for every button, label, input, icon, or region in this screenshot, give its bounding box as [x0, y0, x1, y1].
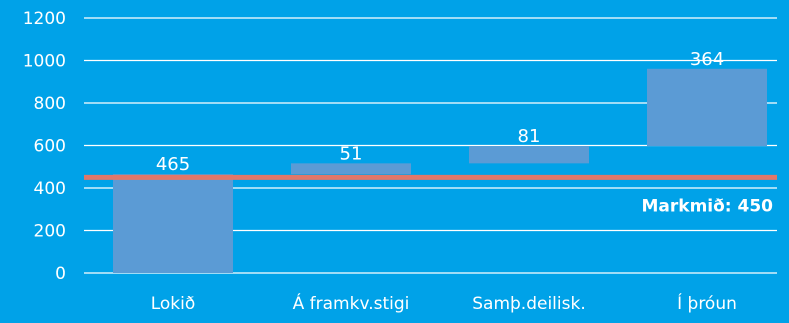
y-tick-label: 0: [55, 264, 66, 284]
y-tick-label: 800: [34, 94, 66, 114]
y-tick-label: 600: [34, 137, 66, 157]
target-line-group: Markmið: 450: [84, 174, 777, 216]
y-axis: 0 200 400 600 800 1000 1200: [23, 9, 66, 284]
data-labels: 465 51 81 364: [156, 49, 724, 175]
data-label: 364: [690, 49, 724, 70]
target-label: Markmið: 450: [641, 196, 773, 216]
data-label: 81: [518, 126, 541, 147]
x-tick-label: Í þróun: [677, 292, 737, 314]
x-tick-label: Á framkv.stigi: [293, 292, 410, 314]
data-label: 51: [340, 143, 363, 164]
bar: [113, 174, 233, 273]
target-value: 450: [738, 196, 774, 216]
bars: [113, 68, 767, 273]
y-tick-label: 1200: [23, 9, 66, 29]
bar: [647, 68, 767, 147]
bar: [291, 163, 411, 175]
y-tick-label: 200: [34, 222, 66, 242]
data-label: 465: [156, 154, 190, 175]
x-tick-label: Samþ.deilisk.: [472, 294, 586, 314]
y-tick-label: 400: [34, 179, 66, 199]
y-tick-label: 1000: [23, 52, 66, 72]
target-label-text: Markmið:: [641, 196, 737, 216]
x-tick-label: Lokið: [151, 294, 196, 314]
bar: [469, 146, 589, 164]
x-axis: Lokið Á framkv.stigi Samþ.deilisk. Í þróun: [151, 292, 737, 314]
